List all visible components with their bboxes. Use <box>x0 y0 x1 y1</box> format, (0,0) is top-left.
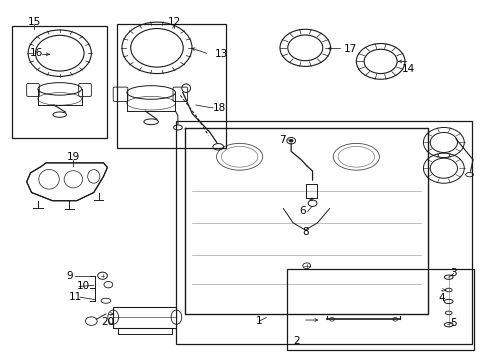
Text: 17: 17 <box>343 44 356 54</box>
Polygon shape <box>27 163 107 201</box>
Text: 13: 13 <box>214 49 227 59</box>
Text: 10: 10 <box>76 282 89 292</box>
Text: 14: 14 <box>402 64 415 73</box>
Bar <box>113 307 176 328</box>
Bar <box>287 269 473 350</box>
Circle shape <box>288 139 292 142</box>
Text: 8: 8 <box>302 227 308 237</box>
Text: 11: 11 <box>68 292 82 302</box>
Text: 4: 4 <box>437 293 444 303</box>
Text: 12: 12 <box>167 17 180 27</box>
Text: 7: 7 <box>279 135 285 145</box>
Bar <box>176 121 471 343</box>
Text: 1: 1 <box>255 316 262 326</box>
Text: 18: 18 <box>212 103 225 113</box>
Bar <box>12 26 107 138</box>
Text: 5: 5 <box>449 318 456 328</box>
Text: 20: 20 <box>101 317 114 327</box>
Text: 16: 16 <box>30 48 43 58</box>
Text: 2: 2 <box>293 336 300 346</box>
Text: 6: 6 <box>299 206 305 216</box>
Text: 19: 19 <box>66 152 80 162</box>
Text: 3: 3 <box>449 268 456 278</box>
Text: 9: 9 <box>66 271 73 282</box>
Bar <box>117 23 225 148</box>
Text: 15: 15 <box>28 17 41 27</box>
